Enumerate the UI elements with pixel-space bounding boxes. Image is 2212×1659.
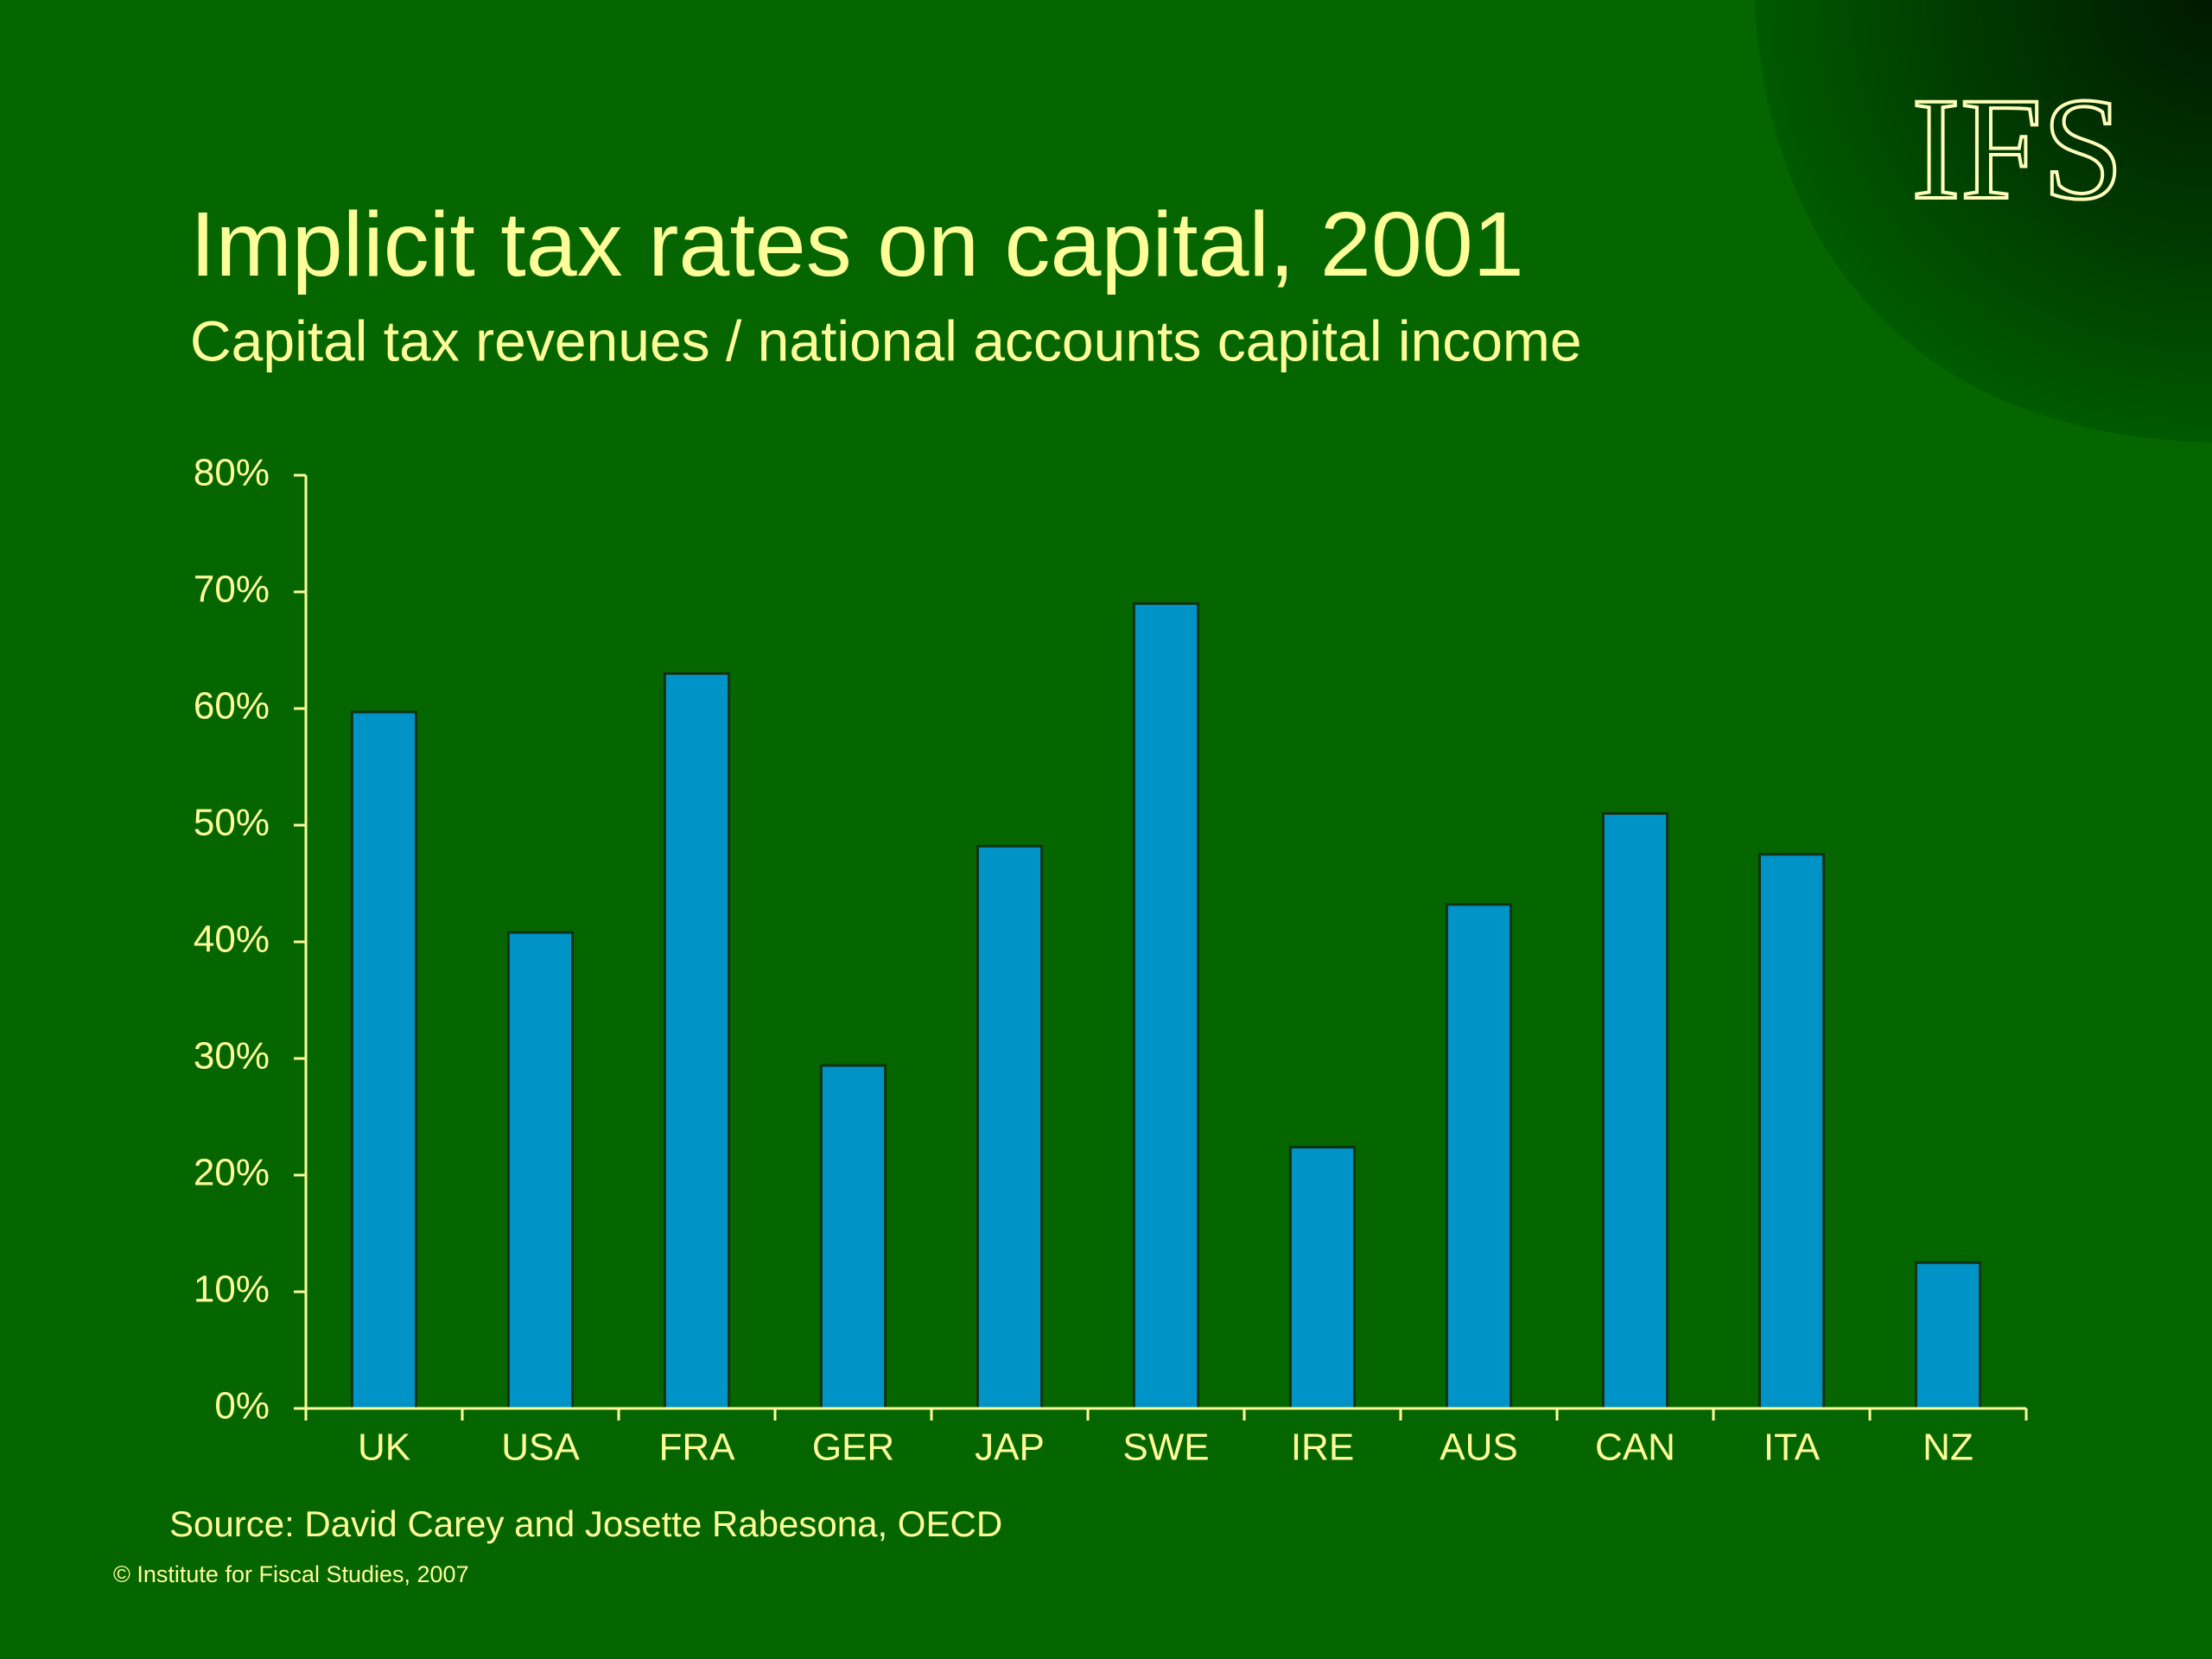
x-tick-label: GER: [812, 1427, 894, 1469]
bar: [1601, 812, 1669, 1410]
chart-subtitle: Capital tax revenues / national accounts…: [190, 308, 1582, 372]
y-tick-label: 30%: [194, 1035, 270, 1077]
bar: [663, 672, 731, 1410]
x-tick-label: SWE: [1122, 1427, 1209, 1469]
y-tick-label: 60%: [194, 685, 270, 728]
y-tick-label: 70%: [194, 569, 270, 611]
x-tick-label: CAN: [1595, 1427, 1675, 1469]
x-tick-label: ITA: [1764, 1427, 1821, 1469]
x-tick-label: JAP: [975, 1427, 1045, 1469]
bar: [1288, 1146, 1357, 1410]
x-tick-label: UK: [358, 1427, 410, 1469]
bar: [1758, 853, 1826, 1410]
chart-title: Implicit tax rates on capital, 2001: [190, 194, 1524, 296]
x-tick-label: NZ: [1923, 1427, 1974, 1469]
x-tick-label: FRA: [659, 1427, 736, 1469]
y-tick-label: 80%: [194, 452, 270, 494]
corner-shade: [1754, 0, 2212, 442]
bar: [976, 844, 1044, 1410]
copyright: © Institute for Fiscal Studies, 2007: [113, 1561, 469, 1587]
x-tick-label: IRE: [1291, 1427, 1354, 1469]
y-tick-label: 50%: [194, 802, 270, 844]
y-tick-label: 40%: [194, 918, 270, 961]
y-tick-label: 0%: [214, 1385, 270, 1427]
bar: [819, 1064, 887, 1410]
bar: [1132, 602, 1200, 1410]
bar: [350, 710, 418, 1410]
bar: [1914, 1261, 1982, 1410]
x-tick-label: USA: [501, 1427, 580, 1469]
source: Source: David Carey and Josette Rabesona…: [169, 1503, 1002, 1544]
y-tick-label: 10%: [194, 1268, 270, 1311]
y-tick-label: 20%: [194, 1152, 270, 1194]
bar: [1445, 903, 1513, 1410]
logo: IFS: [1911, 67, 2124, 230]
x-tick-label: AUS: [1440, 1427, 1517, 1469]
bar: [506, 931, 575, 1410]
